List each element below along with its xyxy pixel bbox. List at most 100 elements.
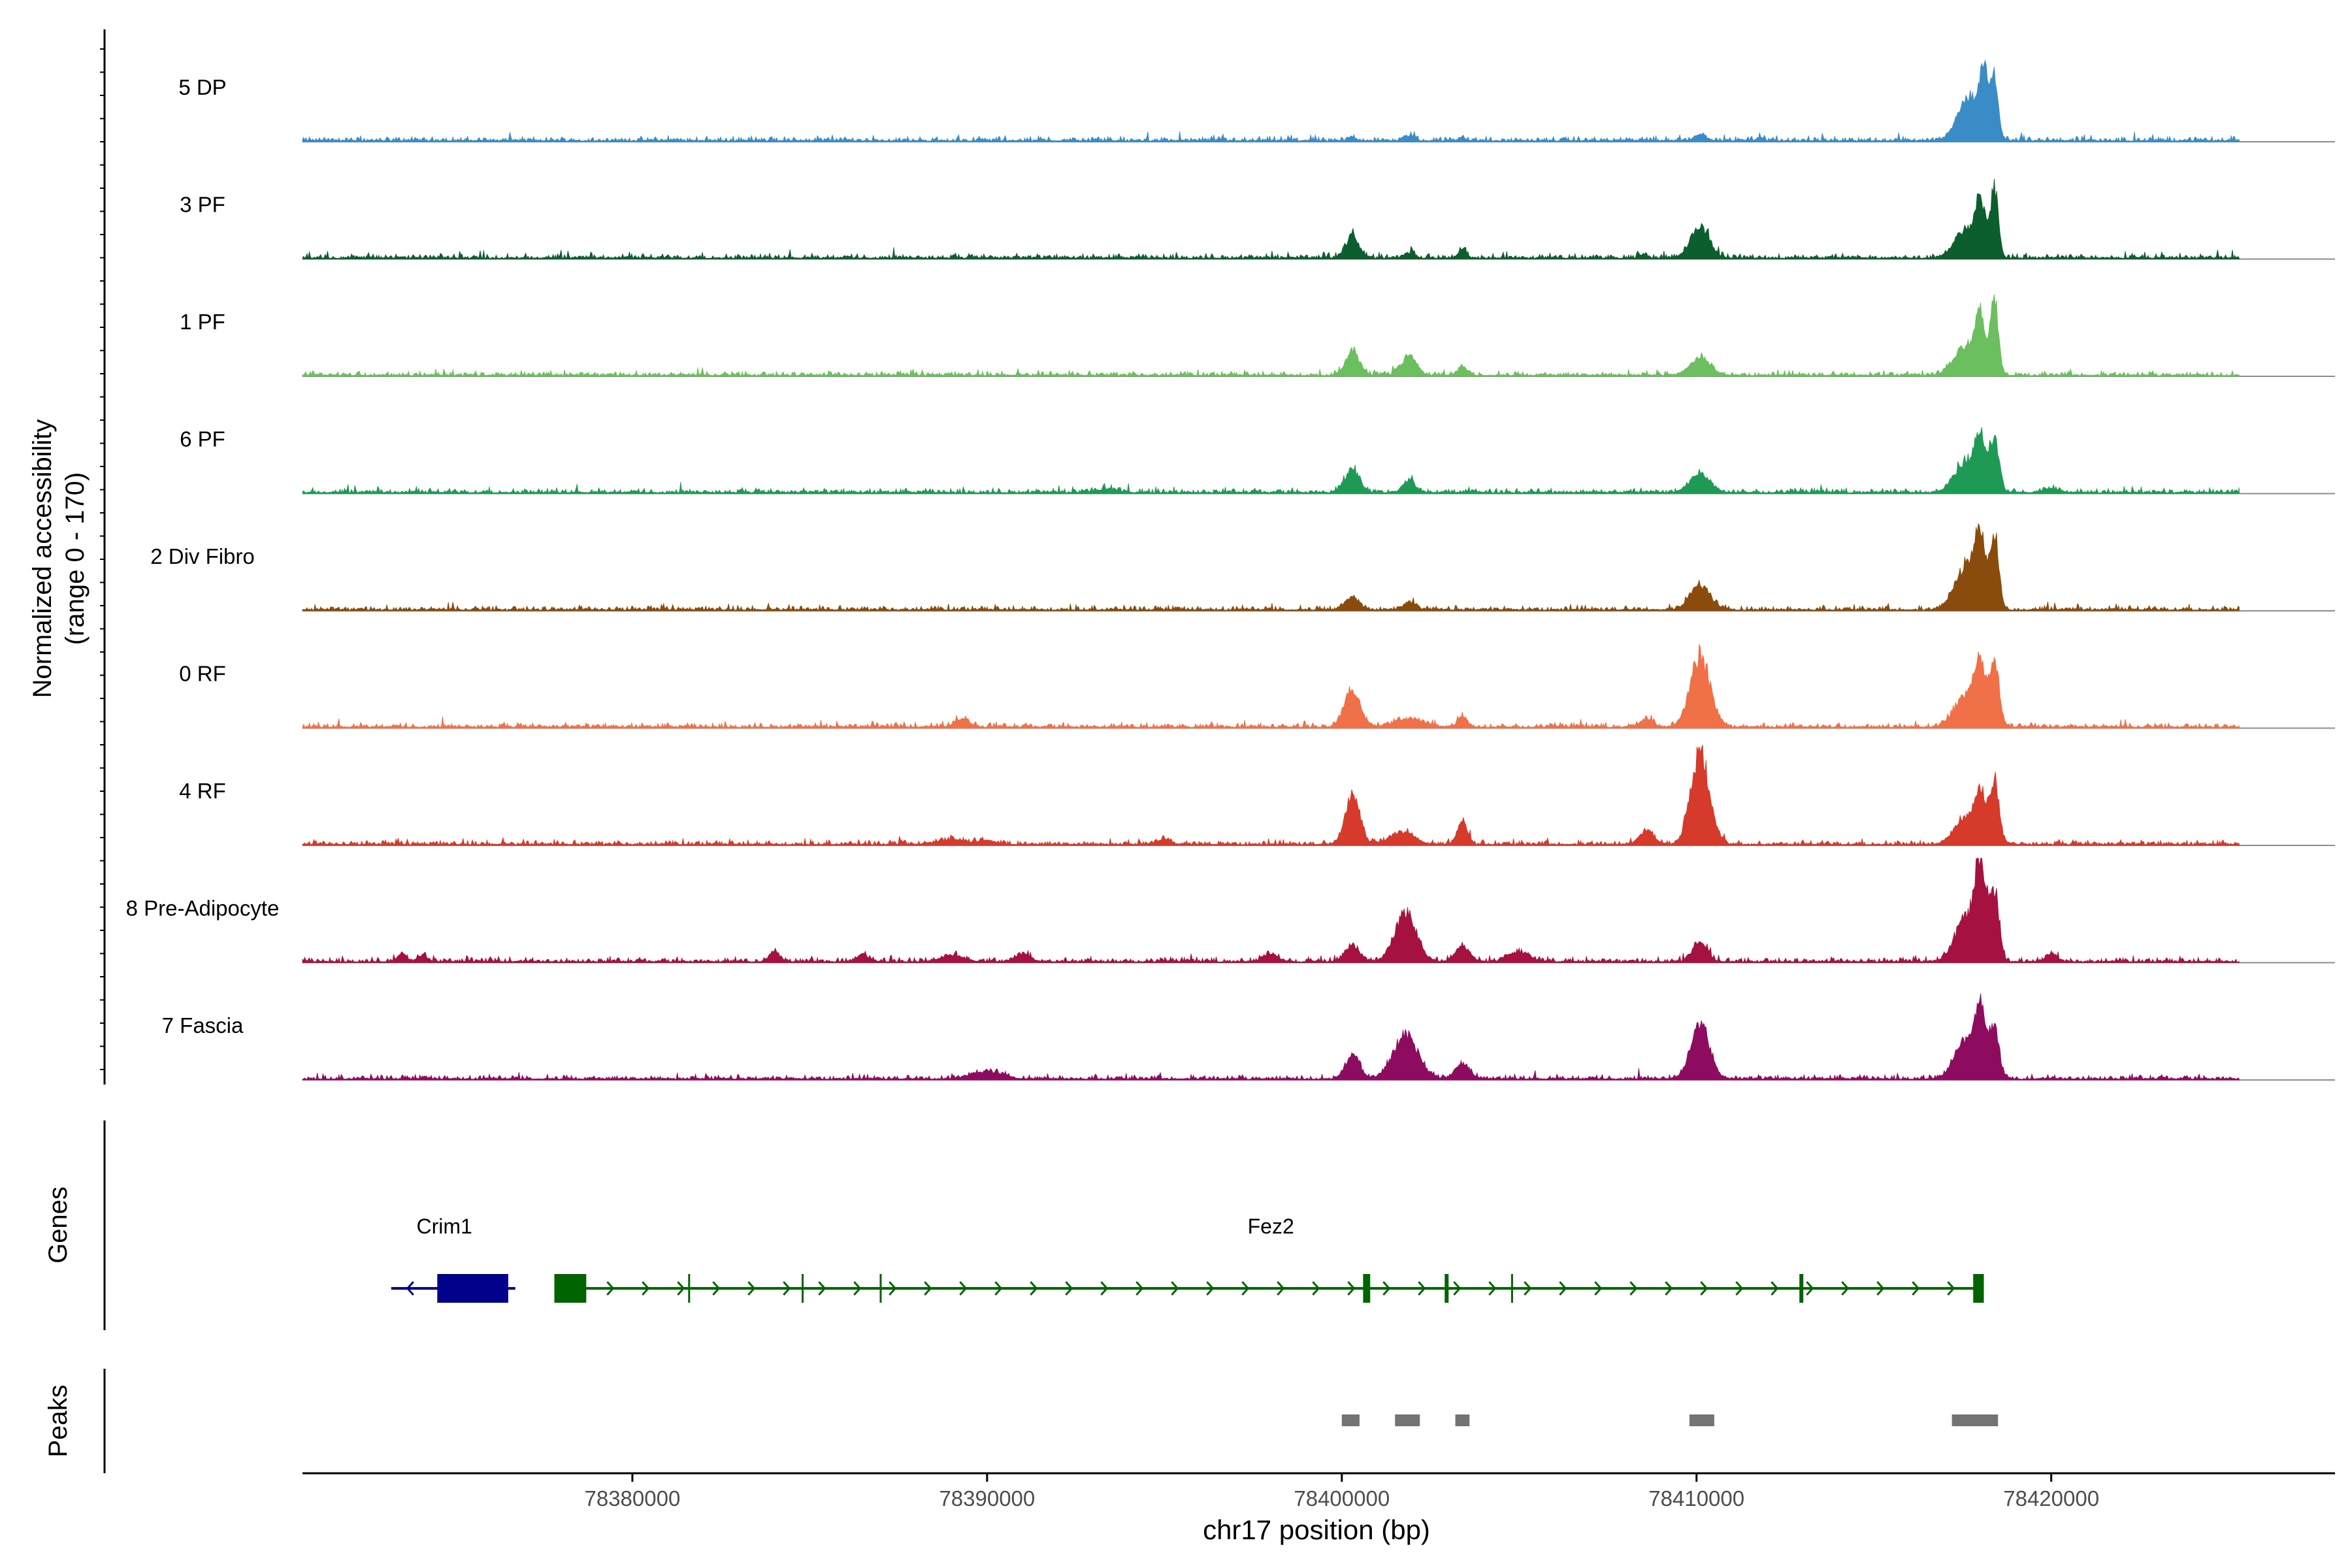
track-5-dp: 5 DP xyxy=(178,59,2335,142)
x-axis: 78380000 78390000 78400000 78410000 78420000… xyxy=(302,1472,2335,1545)
peak-region xyxy=(1689,1414,1714,1426)
peaks-panel: Peaks xyxy=(44,1369,1999,1473)
x-tick-label: 78380000 xyxy=(585,1486,681,1511)
peak-region xyxy=(1395,1414,1420,1426)
coverage-area xyxy=(302,59,2240,142)
track-2-div-fibro: 2 Div Fibro xyxy=(150,523,2335,612)
strand-arrow xyxy=(924,1281,932,1296)
strand-arrow xyxy=(1524,1281,1532,1296)
track-label: 2 Div Fibro xyxy=(150,544,255,568)
track-label: 7 Fascia xyxy=(162,1013,244,1037)
strand-arrow xyxy=(1700,1281,1708,1296)
strand-arrow xyxy=(1841,1281,1850,1296)
strand-arrow xyxy=(1629,1281,1638,1296)
coverage-area xyxy=(302,178,2240,259)
strand-arrow xyxy=(1312,1281,1320,1296)
strand-arrow xyxy=(783,1281,791,1296)
strand-arrow xyxy=(1912,1281,1920,1296)
peaks-panel-label: Peaks xyxy=(44,1384,73,1457)
gene-crim1: Crim1 xyxy=(391,1215,515,1303)
strand-arrow xyxy=(1665,1281,1673,1296)
track-label: 5 DP xyxy=(178,75,226,99)
y-axis-label-line1: Normalized accessibility xyxy=(28,419,57,698)
strand-arrow xyxy=(1241,1281,1250,1296)
strand-arrow xyxy=(1488,1281,1497,1296)
exon xyxy=(1973,1274,1984,1303)
track-label: 0 RF xyxy=(179,662,226,686)
peak-region xyxy=(1455,1414,1470,1426)
track-7-fascia: 7 Fascia xyxy=(162,993,2335,1081)
y-axis-label-line2: (range 0 - 170) xyxy=(61,472,90,645)
peak-regions xyxy=(1341,1414,1999,1426)
strand-arrow xyxy=(1277,1281,1285,1296)
coverage-area xyxy=(302,523,2240,612)
track-8-pre-adipocyte: 8 Pre-Adipocyte xyxy=(126,858,2335,964)
strand-arrow xyxy=(712,1281,721,1296)
strand-arrow xyxy=(1100,1281,1109,1296)
x-axis-ticks: 78380000 78390000 78400000 78410000 78420000 xyxy=(585,1473,2099,1511)
strand-arrow xyxy=(1135,1281,1144,1296)
track-4-rf: 4 RF xyxy=(179,744,2335,846)
strand-arrow xyxy=(1206,1281,1215,1296)
coverage-tracks: 5 DP 3 PF 1 PF 6 PF 2 Div Fibro 0 RF 4 RF 8 Pre… xyxy=(126,59,2335,1081)
track-label: 1 PF xyxy=(180,310,225,334)
peak-region xyxy=(1341,1414,1360,1426)
track-label: 4 RF xyxy=(179,779,226,803)
coverage-area xyxy=(302,644,2240,728)
strand-arrow xyxy=(1065,1281,1073,1296)
track-label: 6 PF xyxy=(180,427,225,451)
y-axis-ticks xyxy=(100,48,105,1070)
strand-arrow xyxy=(853,1281,862,1296)
strand-arrow xyxy=(994,1281,1003,1296)
exon xyxy=(1363,1274,1371,1303)
x-axis-label: chr17 position (bp) xyxy=(1203,1514,1430,1545)
track-label: 8 Pre-Adipocyte xyxy=(126,896,280,921)
strand-arrow xyxy=(747,1281,756,1296)
track-0-rf: 0 RF xyxy=(179,644,2335,729)
strand-arrow xyxy=(406,1281,414,1296)
exon xyxy=(554,1274,587,1303)
strand-arrow xyxy=(606,1281,615,1296)
strand-arrow xyxy=(1347,1281,1356,1296)
strand-arrow xyxy=(677,1281,685,1296)
gene-fez2: Fez2 xyxy=(554,1215,1984,1303)
strand-arrow xyxy=(1559,1281,1567,1296)
strand-arrow xyxy=(1030,1281,1038,1296)
peak-region xyxy=(1952,1414,1999,1426)
track-6-pf: 6 PF xyxy=(180,427,2335,495)
strand-arrow xyxy=(1947,1281,1955,1296)
track-1-pf: 1 PF xyxy=(180,294,2335,377)
strand-arrow xyxy=(1418,1281,1426,1296)
coverage-area xyxy=(302,744,2240,846)
strand-arrow xyxy=(1876,1281,1885,1296)
strand-arrow xyxy=(1594,1281,1603,1296)
strand-arrow xyxy=(1806,1281,1814,1296)
coverage-area xyxy=(302,294,2240,377)
coverage-area xyxy=(302,993,2240,1081)
exon xyxy=(1445,1274,1449,1303)
coverage-area xyxy=(302,427,2240,494)
strand-arrow xyxy=(1453,1281,1462,1296)
gene-label: Crim1 xyxy=(417,1215,472,1238)
strand-arrow xyxy=(818,1281,826,1296)
coverage-panel: 5 DP 3 PF 1 PF 6 PF 2 Div Fibro 0 RF 4 RF 8 Pre… xyxy=(28,29,2335,1085)
exon xyxy=(1799,1274,1804,1303)
x-tick-label: 78390000 xyxy=(939,1486,1035,1511)
x-tick-label: 78420000 xyxy=(2003,1486,2099,1511)
track-3-pf: 3 PF xyxy=(180,178,2335,260)
strand-arrow xyxy=(959,1281,968,1296)
gene-label: Fez2 xyxy=(1248,1215,1294,1238)
strand-arrow xyxy=(1735,1281,1744,1296)
genes-panel-label: Genes xyxy=(44,1186,73,1264)
strand-arrow xyxy=(1171,1281,1179,1296)
x-tick-label: 78400000 xyxy=(1294,1486,1390,1511)
gene-models: Crim1 Fez2 xyxy=(391,1215,1984,1303)
strand-arrow xyxy=(1771,1281,1779,1296)
exon xyxy=(437,1274,508,1303)
strand-arrow xyxy=(1382,1281,1391,1296)
genes-panel: Genes Crim1 Fez2 xyxy=(44,1120,1984,1330)
track-label: 3 PF xyxy=(180,193,225,217)
x-tick-label: 78410000 xyxy=(1648,1486,1744,1511)
